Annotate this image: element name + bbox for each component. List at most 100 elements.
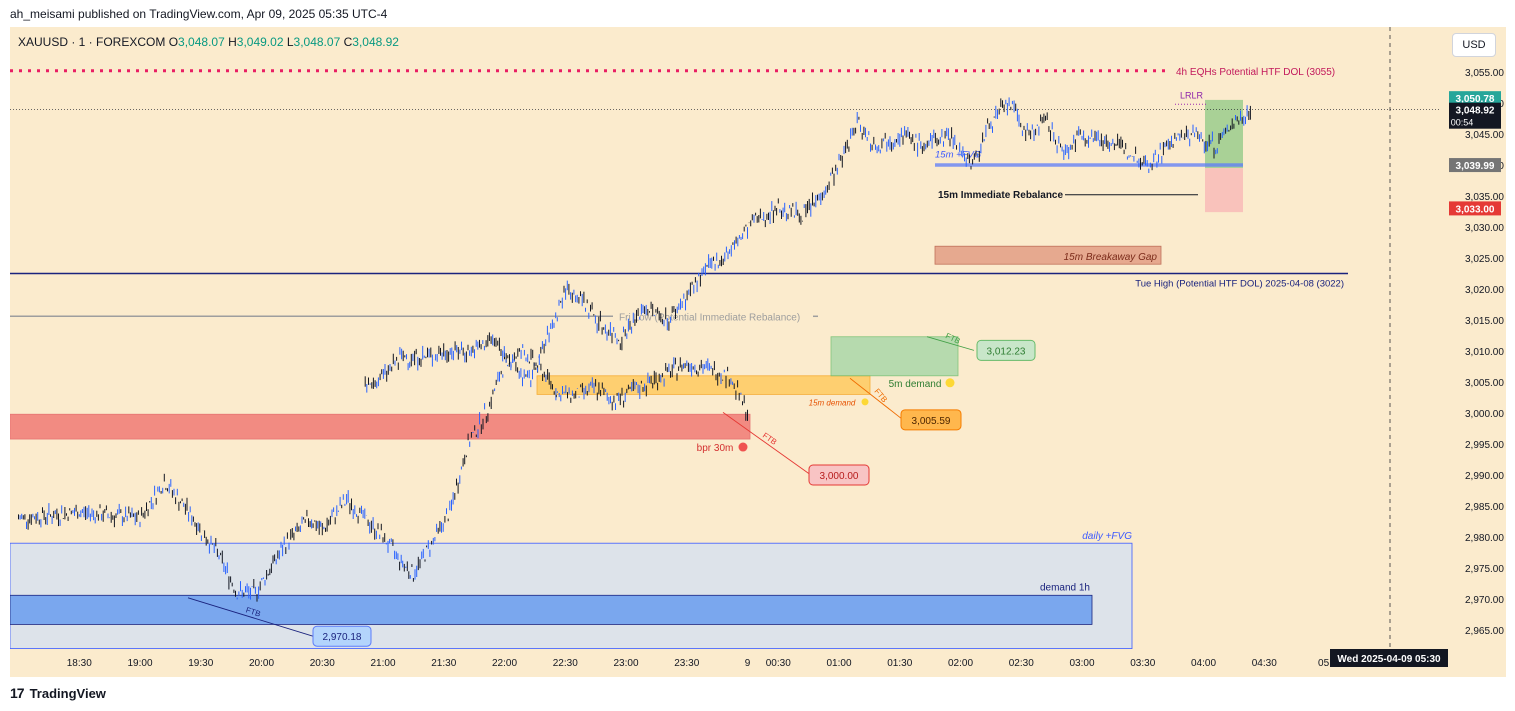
daily-fvg-label: daily +FVG: [1082, 531, 1132, 542]
label-3012-box: [976, 339, 1036, 361]
x-tick-label: 04:30: [1252, 658, 1277, 669]
bpr-zone: [10, 413, 751, 440]
price-chart[interactable]: 18:30 19:00 19:30 20:00 20:30 21:00 21:30 22:00…: [10, 27, 1506, 677]
bpr-label: bpr 30m: [697, 443, 734, 454]
lrlr-label: LRLR: [1180, 91, 1204, 101]
x-tick-label: 03:30: [1130, 658, 1155, 669]
close-value: 3,048.92: [352, 35, 399, 49]
x-tick-label: 00:30: [766, 658, 791, 669]
price-3033-text: 3,033.00: [1456, 204, 1495, 215]
y-tick-label: 3,020.00: [1465, 285, 1504, 296]
fri-low-label: Fri Low (Potential Immediate Rebalance): [619, 312, 800, 323]
x-tick-label: 20:00: [249, 658, 274, 669]
label-3012-text: 3,012.23: [987, 346, 1026, 357]
high-label: H: [228, 35, 237, 49]
ohlc-legend: XAUUSD · 1 · FOREXCOM O3,048.07 H3,049.0…: [18, 35, 399, 49]
y-tick-label: 2,995.00: [1465, 440, 1504, 451]
ftb-orange-line: [849, 377, 904, 421]
current-price-tag: [1449, 102, 1501, 129]
x-tick-label: 23:30: [674, 658, 699, 669]
y-tick-label: 3,035.00: [1465, 192, 1504, 203]
ftb-blue-line: [187, 597, 316, 638]
y-tick-label: 3,010.00: [1465, 347, 1504, 358]
price-3039-tag: [1449, 158, 1501, 173]
y-tick-label: 2,975.00: [1465, 564, 1504, 575]
eqh-dol-label: 4h EQHs Potential HTF DOL (3055): [1176, 67, 1335, 78]
y-tick-label: 2,965.00: [1465, 626, 1504, 637]
x-tick-label: 04:00: [1191, 658, 1216, 669]
y-tick-label: 3,025.00: [1465, 254, 1504, 265]
price-3033-tag: [1449, 201, 1501, 216]
x-tick-label: 19:00: [127, 658, 152, 669]
position-stop-zone: [1205, 168, 1243, 213]
low-label: L: [286, 35, 294, 49]
y-tick-label: 3,055.00: [1465, 68, 1504, 79]
x-tick-label: 02:00: [948, 658, 973, 669]
open-label: O: [168, 35, 179, 49]
demand-1h-label: demand 1h: [1040, 582, 1090, 593]
x-tick-label: 19:30: [188, 658, 213, 669]
x-tick-label: 21:00: [370, 658, 395, 669]
price-3039-text: 3,039.99: [1456, 161, 1495, 172]
tradingview-logo-icon: 17: [10, 685, 25, 701]
smile-face-icon: [861, 398, 869, 406]
time-cursor-text: Wed 2025-04-09 05:30: [1337, 654, 1441, 665]
currency-button[interactable]: USD: [1452, 33, 1496, 57]
x-tick-label: 03:00: [1069, 658, 1094, 669]
ftb-red-line: [722, 412, 811, 475]
breakaway-gap-zone: [934, 245, 1162, 265]
x-tick-label: 01:30: [887, 658, 912, 669]
x-tick-label: 05:: [1318, 658, 1332, 669]
y-tick-label: 2,985.00: [1465, 502, 1504, 513]
demand-5m-zone: [830, 336, 959, 377]
publish-attribution: ah_meisami published on TradingView.com,…: [10, 7, 388, 21]
x-tick-label: 20:30: [310, 658, 335, 669]
y-tick-label: 2,980.00: [1465, 533, 1504, 544]
ftb-green-line: [926, 336, 975, 351]
x-tick-label: 22:30: [553, 658, 578, 669]
label-3000-box: [808, 464, 870, 486]
y-tick-label: 3,015.00: [1465, 316, 1504, 327]
label-3000-text: 3,000.00: [820, 471, 859, 482]
close-label: C: [343, 35, 353, 49]
x-tick-label: 01:00: [826, 658, 851, 669]
y-tick-label: 2,970.00: [1465, 595, 1504, 606]
rebalance-label: 15m Immediate Rebalance: [938, 190, 1063, 201]
demand-15m-zone: [536, 375, 871, 395]
x-tick-label: 02:30: [1009, 658, 1034, 669]
time-cursor-tag: [1330, 649, 1448, 667]
angry-face-icon: [738, 442, 748, 452]
smile-face-icon: [945, 378, 955, 388]
candles-group: [18, 97, 1251, 602]
price-3050-text: 3,050.78: [1456, 94, 1495, 105]
time-axis: [10, 647, 1440, 677]
breakaway-gap-label: 15m Breakaway Gap: [1064, 252, 1158, 263]
y-tick-label: 3,000.00: [1465, 409, 1504, 420]
chart-area[interactable]: 18:30 19:00 19:30 20:00 20:30 21:00 21:30 22:00…: [10, 27, 1506, 677]
demand-1h-zone: [10, 594, 1093, 625]
brand-name: TradingView: [29, 685, 106, 701]
x-tick-label: 22:00: [492, 658, 517, 669]
y-tick-label: 3,030.00: [1465, 223, 1504, 234]
ftb-blue-label: FTB: [245, 605, 262, 618]
fvg-15m-label: 15m +FVG: [935, 150, 981, 161]
y-tick-label: 3,005.00: [1465, 378, 1504, 389]
label-2970-box: [312, 625, 372, 647]
footer-brand[interactable]: 17 TradingView: [10, 685, 106, 701]
label-2970-text: 2,970.18: [323, 632, 362, 643]
countdown-text: 00:54: [1451, 118, 1474, 128]
open-value: 3,048.07: [178, 35, 225, 49]
x-tick-label: 21:30: [431, 658, 456, 669]
low-value: 3,048.07: [293, 35, 341, 49]
symbol-label[interactable]: XAUUSD · 1 · FOREXCOM: [18, 35, 166, 49]
x-tick-label: 23:00: [613, 658, 638, 669]
x-tick-label: 18:30: [67, 658, 92, 669]
y-tick-label: 2,990.00: [1465, 471, 1504, 482]
y-tick-label: 3,045.00: [1465, 130, 1504, 141]
tue-high-label: Tue High (Potential HTF DOL) 2025-04-08 …: [1135, 279, 1344, 290]
current-price-text: 3,048.92: [1456, 106, 1495, 117]
label-3005-text: 3,005.59: [912, 416, 951, 427]
high-value: 3,049.02: [236, 35, 284, 49]
x-tick-label: 9: [745, 658, 751, 669]
demand-15m-label: 15m demand: [809, 398, 856, 407]
